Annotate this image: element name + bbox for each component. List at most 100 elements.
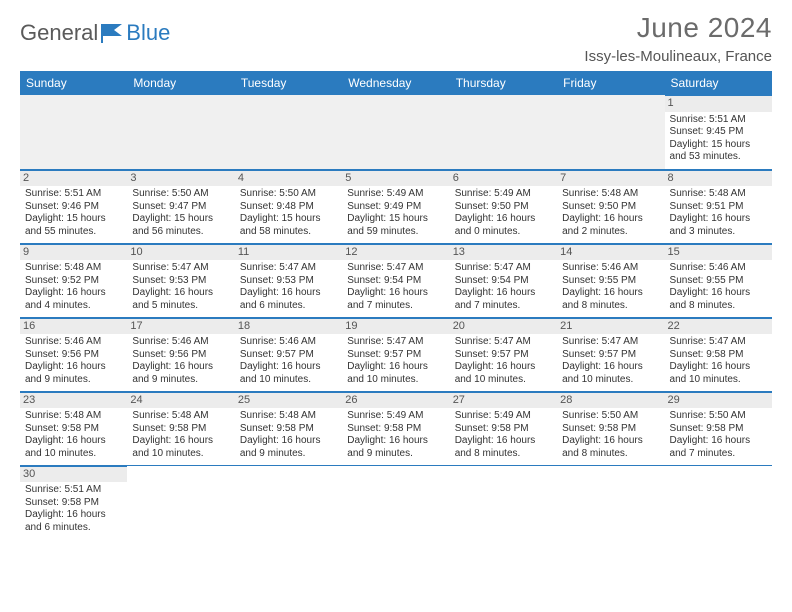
header: General Blue June 2024 Issy-les-Moulinea…	[20, 12, 772, 65]
calendar-row: 23Sunrise: 5:48 AMSunset: 9:58 PMDayligh…	[20, 391, 772, 465]
cell-line: Sunset: 9:55 PM	[670, 275, 767, 288]
cell-line: and 9 minutes.	[240, 448, 337, 461]
calendar-cell: 5Sunrise: 5:49 AMSunset: 9:49 PMDaylight…	[342, 169, 449, 243]
day-number: 3	[127, 170, 234, 187]
cell-line: and 8 minutes.	[670, 300, 767, 313]
weekday-header: Sunday	[20, 71, 127, 95]
day-number: 9	[20, 244, 127, 261]
cell-line: Sunrise: 5:49 AM	[347, 410, 444, 423]
calendar-cell: 1Sunrise: 5:51 AMSunset: 9:45 PMDaylight…	[665, 95, 772, 169]
cell-line: Sunrise: 5:49 AM	[347, 188, 444, 201]
cell-line: Daylight: 15 hours	[240, 213, 337, 226]
cell-line: Sunrise: 5:46 AM	[240, 336, 337, 349]
calendar-cell: 17Sunrise: 5:46 AMSunset: 9:56 PMDayligh…	[127, 317, 234, 391]
cell-line: and 7 minutes.	[347, 300, 444, 313]
cell-line: Sunset: 9:50 PM	[455, 201, 552, 214]
cell-line: Daylight: 16 hours	[25, 435, 122, 448]
day-number: 11	[235, 244, 342, 261]
cell-line: Daylight: 16 hours	[455, 435, 552, 448]
day-number: 29	[665, 392, 772, 409]
cell-line: Sunset: 9:58 PM	[455, 423, 552, 436]
brand-word-1: General	[20, 20, 98, 46]
cell-line: and 10 minutes.	[240, 374, 337, 387]
calendar-row: 2Sunrise: 5:51 AMSunset: 9:46 PMDaylight…	[20, 169, 772, 243]
day-number: 19	[342, 318, 449, 335]
calendar-cell: 4Sunrise: 5:50 AMSunset: 9:48 PMDaylight…	[235, 169, 342, 243]
cell-line: Daylight: 16 hours	[455, 213, 552, 226]
cell-line: Daylight: 16 hours	[670, 435, 767, 448]
location: Issy-les-Moulineaux, France	[584, 48, 772, 65]
calendar-cell-empty	[20, 95, 127, 169]
calendar-row: 16Sunrise: 5:46 AMSunset: 9:56 PMDayligh…	[20, 317, 772, 391]
cell-line: Sunrise: 5:46 AM	[132, 336, 229, 349]
calendar-cell: 23Sunrise: 5:48 AMSunset: 9:58 PMDayligh…	[20, 391, 127, 465]
month-title: June 2024	[584, 12, 772, 44]
cell-line: Sunrise: 5:47 AM	[670, 336, 767, 349]
cell-line: Sunset: 9:50 PM	[562, 201, 659, 214]
title-block: June 2024 Issy-les-Moulineaux, France	[584, 12, 772, 65]
cell-line: and 8 minutes.	[455, 448, 552, 461]
cell-line: and 3 minutes.	[670, 226, 767, 239]
cell-line: Sunset: 9:57 PM	[562, 349, 659, 362]
cell-line: Daylight: 16 hours	[132, 361, 229, 374]
cell-line: Sunrise: 5:50 AM	[132, 188, 229, 201]
calendar-cell: 13Sunrise: 5:47 AMSunset: 9:54 PMDayligh…	[450, 243, 557, 317]
cell-line: Sunset: 9:56 PM	[132, 349, 229, 362]
cell-line: Sunrise: 5:48 AM	[562, 188, 659, 201]
cell-line: and 10 minutes.	[25, 448, 122, 461]
calendar-cell-empty	[127, 465, 234, 539]
cell-line: and 6 minutes.	[240, 300, 337, 313]
cell-line: Sunrise: 5:51 AM	[25, 188, 122, 201]
cell-line: Daylight: 16 hours	[347, 361, 444, 374]
cell-line: and 7 minutes.	[455, 300, 552, 313]
cell-line: and 58 minutes.	[240, 226, 337, 239]
cell-line: Sunrise: 5:47 AM	[455, 336, 552, 349]
cell-line: Sunset: 9:49 PM	[347, 201, 444, 214]
calendar-cell: 21Sunrise: 5:47 AMSunset: 9:57 PMDayligh…	[557, 317, 664, 391]
cell-line: Sunrise: 5:50 AM	[240, 188, 337, 201]
calendar-cell: 28Sunrise: 5:50 AMSunset: 9:58 PMDayligh…	[557, 391, 664, 465]
cell-line: Daylight: 16 hours	[562, 213, 659, 226]
calendar-cell-empty	[342, 95, 449, 169]
cell-line: and 9 minutes.	[347, 448, 444, 461]
calendar-row: 1Sunrise: 5:51 AMSunset: 9:45 PMDaylight…	[20, 95, 772, 169]
day-number: 30	[20, 466, 127, 483]
cell-line: Sunrise: 5:51 AM	[670, 114, 767, 127]
cell-line: and 59 minutes.	[347, 226, 444, 239]
cell-line: and 9 minutes.	[25, 374, 122, 387]
calendar-cell-empty	[127, 95, 234, 169]
cell-line: Sunrise: 5:47 AM	[562, 336, 659, 349]
calendar-cell-empty	[235, 465, 342, 539]
cell-line: Sunrise: 5:47 AM	[455, 262, 552, 275]
cell-line: Daylight: 16 hours	[240, 287, 337, 300]
day-number: 26	[342, 392, 449, 409]
cell-line: Sunset: 9:58 PM	[25, 497, 122, 510]
cell-line: Sunset: 9:57 PM	[240, 349, 337, 362]
cell-line: and 10 minutes.	[455, 374, 552, 387]
weekday-header: Tuesday	[235, 71, 342, 95]
cell-line: Daylight: 16 hours	[25, 361, 122, 374]
calendar-cell: 18Sunrise: 5:46 AMSunset: 9:57 PMDayligh…	[235, 317, 342, 391]
cell-line: and 10 minutes.	[132, 448, 229, 461]
cell-line: Sunrise: 5:50 AM	[670, 410, 767, 423]
cell-line: Daylight: 15 hours	[25, 213, 122, 226]
cell-line: and 2 minutes.	[562, 226, 659, 239]
cell-line: Daylight: 16 hours	[455, 361, 552, 374]
cell-line: Daylight: 16 hours	[562, 361, 659, 374]
brand-word-2: Blue	[126, 20, 170, 46]
cell-line: Sunset: 9:58 PM	[132, 423, 229, 436]
cell-line: Daylight: 16 hours	[240, 361, 337, 374]
day-number: 16	[20, 318, 127, 335]
cell-line: and 8 minutes.	[562, 448, 659, 461]
calendar-cell: 29Sunrise: 5:50 AMSunset: 9:58 PMDayligh…	[665, 391, 772, 465]
calendar-cell: 24Sunrise: 5:48 AMSunset: 9:58 PMDayligh…	[127, 391, 234, 465]
calendar-cell: 9Sunrise: 5:48 AMSunset: 9:52 PMDaylight…	[20, 243, 127, 317]
cell-line: Daylight: 15 hours	[132, 213, 229, 226]
cell-line: Daylight: 16 hours	[132, 287, 229, 300]
calendar-cell-empty	[450, 465, 557, 539]
calendar-cell: 8Sunrise: 5:48 AMSunset: 9:51 PMDaylight…	[665, 169, 772, 243]
cell-line: Sunset: 9:58 PM	[347, 423, 444, 436]
cell-line: Sunrise: 5:51 AM	[25, 484, 122, 497]
calendar-cell: 30Sunrise: 5:51 AMSunset: 9:58 PMDayligh…	[20, 465, 127, 539]
cell-line: Sunset: 9:51 PM	[670, 201, 767, 214]
